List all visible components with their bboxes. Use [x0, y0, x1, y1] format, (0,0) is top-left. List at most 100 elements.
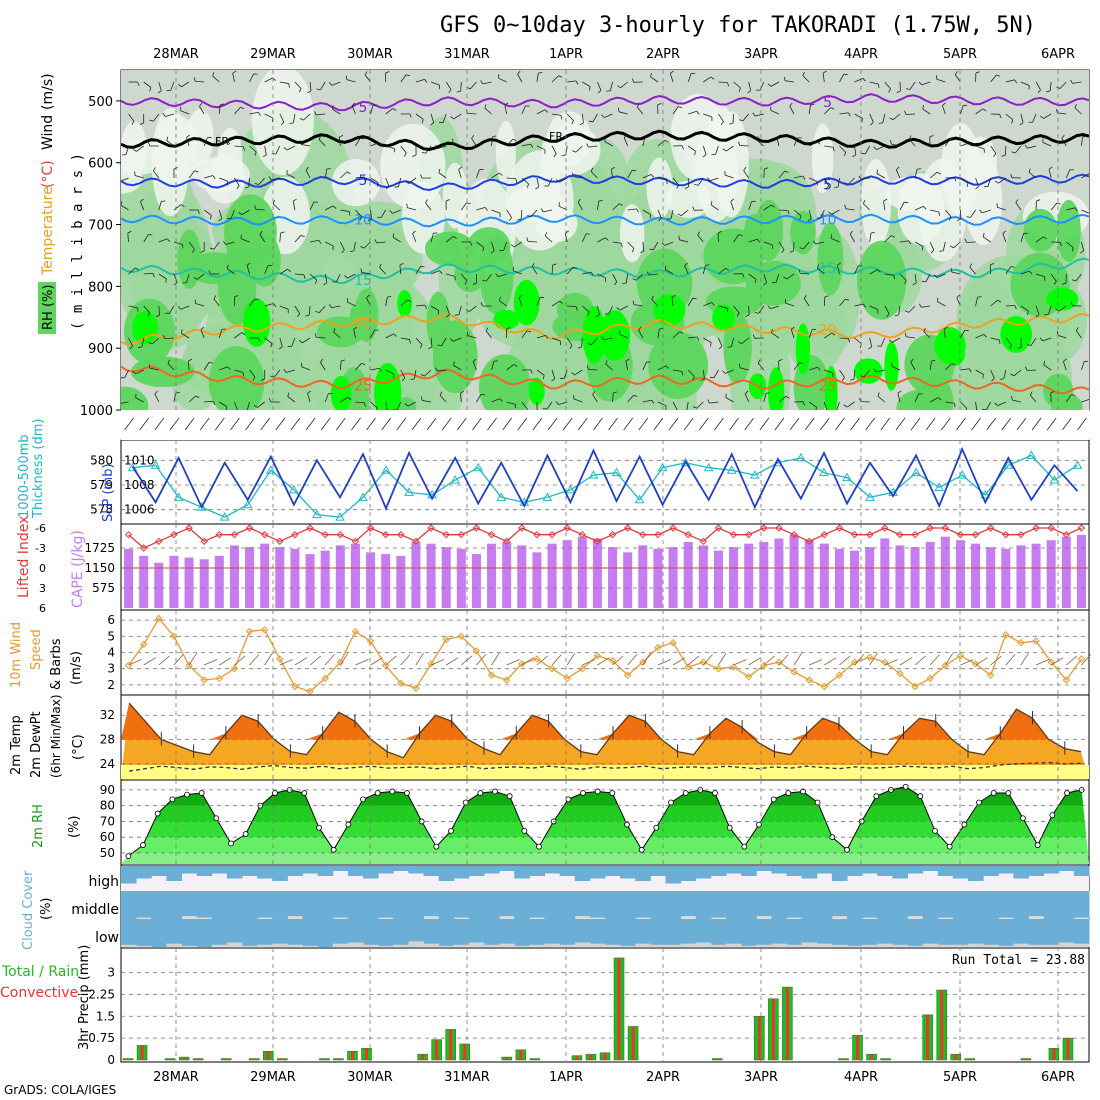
wind-barb [936, 78, 946, 83]
wind-barb [188, 241, 195, 250]
precip-tick: 2.25 [88, 987, 115, 1001]
wind-barb-flag [278, 346, 283, 350]
wind-barb-flag [999, 114, 1002, 119]
wind-barb [597, 81, 602, 91]
cloud-bar-middle [1028, 891, 1045, 917]
cloud-bar-low [257, 944, 273, 947]
wind-barb [776, 137, 780, 147]
wind-speed-point [684, 663, 692, 671]
wind-barb-flag [513, 364, 518, 367]
wind-barb-flag [817, 264, 820, 269]
cloud-bar-low [574, 942, 591, 947]
wind-barb [847, 177, 855, 185]
wind-barb [415, 337, 423, 345]
wind-barb [975, 333, 984, 339]
thickness-tick: 579 [90, 478, 113, 492]
wind-barb [837, 265, 840, 275]
cloud-bar-low [514, 945, 530, 947]
thickness-point [127, 462, 138, 472]
wind-barb [748, 201, 752, 211]
wind-barb [143, 234, 149, 243]
wind-barb-flag [1028, 168, 1031, 173]
wind-barb [581, 113, 584, 123]
wind-speed-point [412, 684, 420, 692]
rh-point [580, 790, 586, 796]
cloud-bar-low [680, 919, 697, 947]
wind-barb [249, 145, 257, 153]
wind-barb [195, 303, 205, 307]
wind-barb-flag [623, 134, 628, 139]
wind-barb-flag [270, 343, 273, 348]
wind-barb-flag [754, 312, 759, 314]
surface-barb [547, 417, 558, 431]
cloud-bar-low [968, 943, 984, 947]
wind-barb [476, 394, 482, 403]
cloud-bar-low [756, 944, 772, 947]
wind-barb [883, 201, 886, 211]
precip-conv-bar [631, 1026, 635, 1060]
wind-barb [975, 108, 984, 115]
cloud-bar-low [665, 944, 682, 947]
wind-barb-flag [893, 275, 896, 280]
rh-contour-saturated [397, 290, 413, 318]
cloud-bar-high [620, 866, 636, 879]
wind-barb [863, 203, 870, 211]
wind-barb [625, 361, 629, 371]
wind-barb [864, 145, 871, 155]
wind-barb-flag [527, 330, 532, 333]
cloud-bar-low [1028, 944, 1045, 947]
li-point [170, 530, 178, 539]
wind-barb-flag [545, 335, 549, 339]
wind-barb-10m [128, 659, 142, 666]
wind-barb [167, 363, 175, 371]
cape-bar [865, 547, 875, 608]
wind-barb [514, 241, 523, 248]
wind-barb [869, 269, 878, 275]
li-point [850, 530, 859, 539]
li-point [986, 524, 995, 532]
wind-barb-flag [650, 72, 652, 77]
wind-barb-flag [283, 369, 287, 373]
cloud-bar-low [907, 945, 924, 947]
wind-barb-flag [694, 184, 699, 186]
wind-barb [430, 305, 439, 311]
wind-barb-flag [193, 77, 196, 82]
wind-barb-flag [997, 299, 1002, 303]
cloud-bar-high [680, 866, 697, 881]
wind-barb [742, 113, 749, 122]
cloud-bar-middle [257, 891, 273, 918]
rh-contour-moist [208, 346, 265, 410]
cloud-bar-low [952, 919, 969, 947]
wind-barb-flag [399, 262, 404, 266]
cloud-bar-high [1028, 866, 1045, 876]
surface-barb [1001, 417, 1012, 431]
wind-barb [1065, 169, 1071, 179]
wind-barb-flag [816, 141, 821, 145]
rh-contour-moist [745, 261, 801, 306]
rh-contour-moist [121, 386, 149, 410]
wind-barb-flag [1011, 151, 1016, 154]
wind-barb [292, 113, 296, 123]
wind-barb-flag [346, 171, 351, 174]
rh-point [272, 790, 278, 796]
wind-barb-flag [421, 396, 423, 401]
cloud-bar-low [559, 919, 576, 947]
cloud-bar-high [1013, 866, 1029, 879]
cloud-bar-middle [151, 891, 167, 919]
cloud-bar-middle [741, 891, 757, 919]
wind-barb [218, 329, 223, 339]
wind-barb [218, 104, 221, 115]
wind-barb-flag [791, 326, 795, 330]
wind-barb [309, 201, 315, 211]
wind-barb-flag [446, 314, 450, 318]
cloud-bar-middle [393, 891, 409, 919]
wind-barb [1075, 273, 1082, 282]
wind-barb-flag [845, 298, 850, 301]
rh-contour-moist [454, 258, 486, 293]
wind-barb [499, 300, 507, 307]
cape-bar [729, 547, 739, 608]
wind-barb [249, 111, 259, 115]
wind-barb [880, 337, 886, 347]
wind-barb-10m [944, 653, 954, 666]
cloud-bar-low [831, 944, 848, 947]
